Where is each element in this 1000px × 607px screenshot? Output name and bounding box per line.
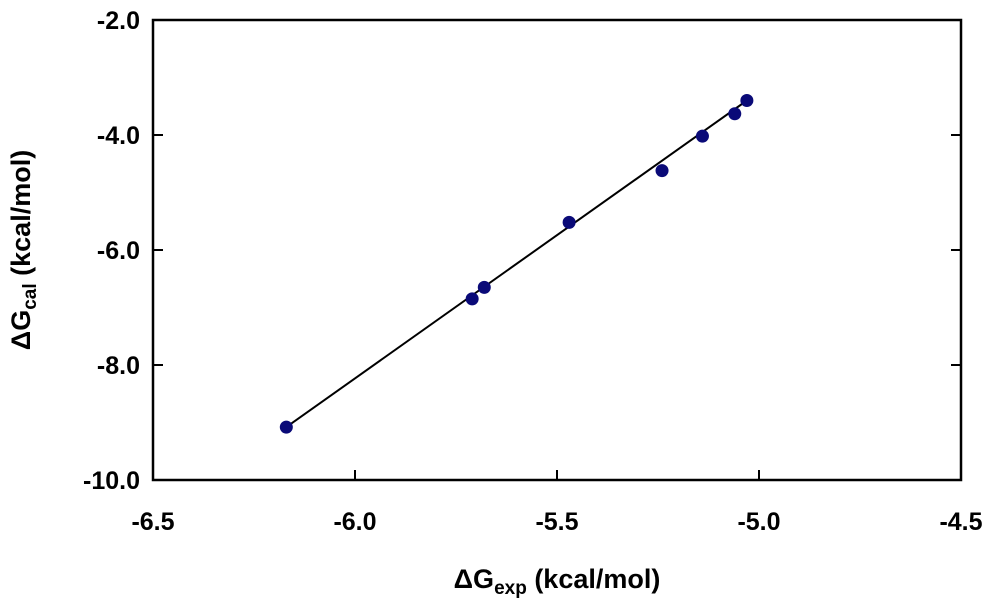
data-points bbox=[279, 94, 754, 434]
y-axis-ticks: -2.0 -4.0 -6.0 -8.0 -10.0 bbox=[83, 7, 961, 495]
y-tick-label: -4.0 bbox=[97, 122, 140, 150]
x-tick-label: -4.5 bbox=[939, 508, 982, 536]
x-axis-title-sub: exp bbox=[494, 578, 527, 599]
data-point bbox=[728, 107, 742, 121]
plot-frame bbox=[151, 18, 963, 482]
data-point bbox=[477, 280, 491, 294]
data-point bbox=[562, 215, 576, 229]
y-tick-label: -8.0 bbox=[97, 352, 140, 380]
data-point bbox=[465, 292, 479, 306]
x-tick-label: -6.0 bbox=[333, 508, 376, 536]
data-point bbox=[740, 94, 754, 107]
y-tick-label: -10.0 bbox=[83, 467, 140, 495]
x-tick-label: -5.5 bbox=[535, 508, 578, 536]
trendline-group bbox=[285, 99, 748, 428]
y-tick-label: -2.0 bbox=[97, 7, 140, 35]
x-axis-title-main: ΔG bbox=[454, 564, 494, 594]
data-point bbox=[279, 420, 293, 434]
y-axis-title-unit: (kcal/mol) bbox=[6, 150, 36, 284]
x-tick-label: -6.5 bbox=[131, 508, 174, 536]
y-axis-title: ΔGcal (kcal/mol) bbox=[6, 150, 41, 350]
y-tick-label: -6.0 bbox=[97, 237, 140, 265]
x-tick-label: -5.0 bbox=[737, 508, 780, 536]
y-axis-title-main: ΔG bbox=[6, 310, 36, 350]
trendline bbox=[285, 99, 748, 428]
y-axis-title-sub: cal bbox=[20, 283, 41, 309]
x-axis-ticks: -6.5 -6.0 -5.5 -5.0 -4.5 bbox=[131, 470, 983, 536]
x-axis-title: ΔGexp (kcal/mol) bbox=[454, 564, 661, 599]
data-point bbox=[655, 164, 669, 178]
x-axis-title-unit: (kcal/mol) bbox=[527, 564, 661, 594]
data-point bbox=[695, 129, 709, 143]
